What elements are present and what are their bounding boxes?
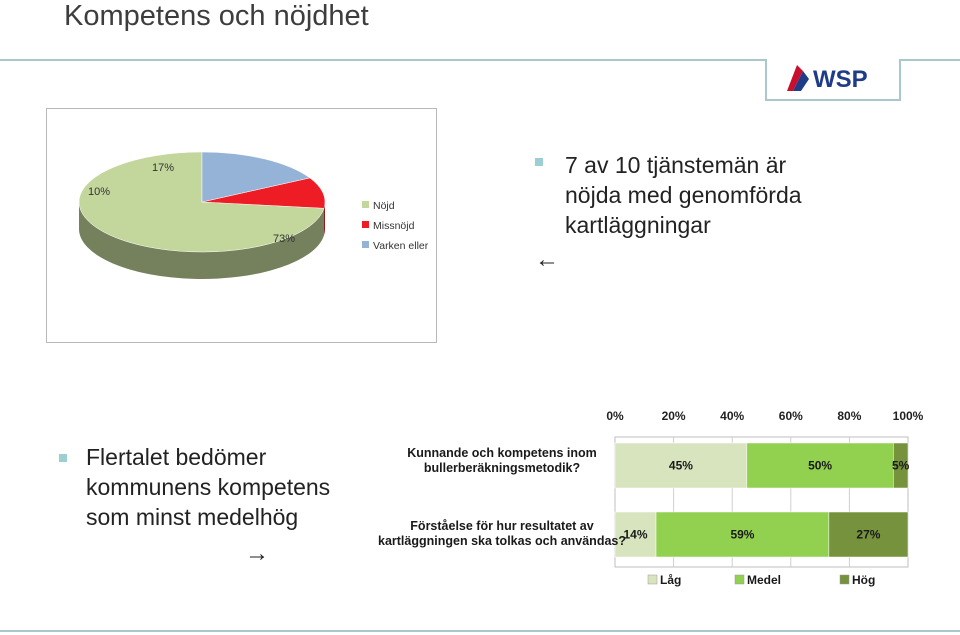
bar-segment [746,442,894,489]
category-label: kartläggningen ska tolkas och användas? [378,534,626,548]
bar-data-label: 5% [892,459,910,473]
pie-legend-label: Nöjd [373,200,395,212]
bullet-text-1: 7 av 10 tjänstemän är nöjda med genomför… [565,150,802,240]
bar-legend-swatch [839,574,850,585]
bar-legend-swatch [647,574,658,585]
bullet-text-2: Flertalet bedömer kommunens kompetens so… [86,442,330,532]
logo-mark-blue [793,71,809,91]
wsp-logo: WSP [787,65,868,93]
pie-legend-swatch [362,241,369,248]
pie-legend-label: Missnöjd [373,220,415,232]
pie-slice [201,151,311,203]
pie-legend-label: Varken eller [373,240,429,252]
bar-data-label: 45% [669,459,693,473]
bar-segment [893,442,909,489]
bar-segment [614,442,748,489]
bar-data-label: 50% [808,459,832,473]
pie-chart: 73% 10% 17% Nöjd Missnöjd Varken eller [78,151,429,280]
pie-data-label: 73% [273,233,295,245]
pie-slice-side [79,202,325,280]
arrow-right-icon: → [245,540,269,567]
category-label: Kunnande och kompetens inom [407,446,597,460]
pie-legend-swatch [362,201,369,208]
x-tick-label: 40% [720,409,744,423]
x-tick-label: 80% [837,409,861,423]
x-tick-label: 60% [779,409,803,423]
bullet-marker-2 [59,454,67,462]
bar-legend-label: Hög [852,573,875,587]
bullet-1-line: 7 av 10 tjänstemän är [565,152,787,178]
category-label: bullerberäkningsmetodik? [424,461,580,475]
logo-tab: WSP [765,59,901,101]
bottom-divider [0,630,960,632]
bar-legend-label: Låg [660,573,681,587]
page-title: Kompetens och nöjdhet [64,0,369,32]
plot-area [614,436,909,568]
bullet-2-line: som minst medelhög [86,504,299,530]
bullet-2-line: kommunens kompetens [86,474,331,500]
x-tick-label: 100% [893,409,924,423]
bar-data-label: 14% [623,528,647,542]
pie-data-label: 10% [88,186,110,198]
bullet-2-line: Flertalet bedömer [86,444,267,470]
bullet-1-line: kartläggningar [565,212,711,238]
bar-segment [828,511,909,558]
stacked-bar-chart: 0% 20% 40% 60% 80% 100% 45% 50% 5% Kunnande och k… [378,409,924,587]
pie-data-label: 17% [152,162,174,174]
pie-slice [78,151,325,253]
pie-slice-side [324,202,325,236]
bullet-marker-1 [535,158,543,166]
arrow-left-icon: ← [535,246,559,273]
pie-legend-swatch [362,221,369,228]
top-divider [0,59,960,61]
bar-legend-label: Medel [747,573,781,587]
bar-data-label: 59% [730,528,754,542]
logo-text: WSP [813,66,868,93]
category-label: Förståelse för hur resultatet av [410,519,593,533]
bar-segment [614,511,657,558]
pie-slice [201,177,326,209]
bar-data-label: 27% [856,528,880,542]
x-tick-label: 0% [606,409,624,423]
pie-chart-frame: 73% 10% 17% Nöjd Missnöjd Varken eller [46,108,437,343]
bullet-1-line: nöjda med genomförda [565,182,802,208]
bar-segment [655,511,830,558]
bar-legend-swatch [734,574,745,585]
x-tick-label: 20% [662,409,686,423]
logo-mark-red [787,65,803,91]
